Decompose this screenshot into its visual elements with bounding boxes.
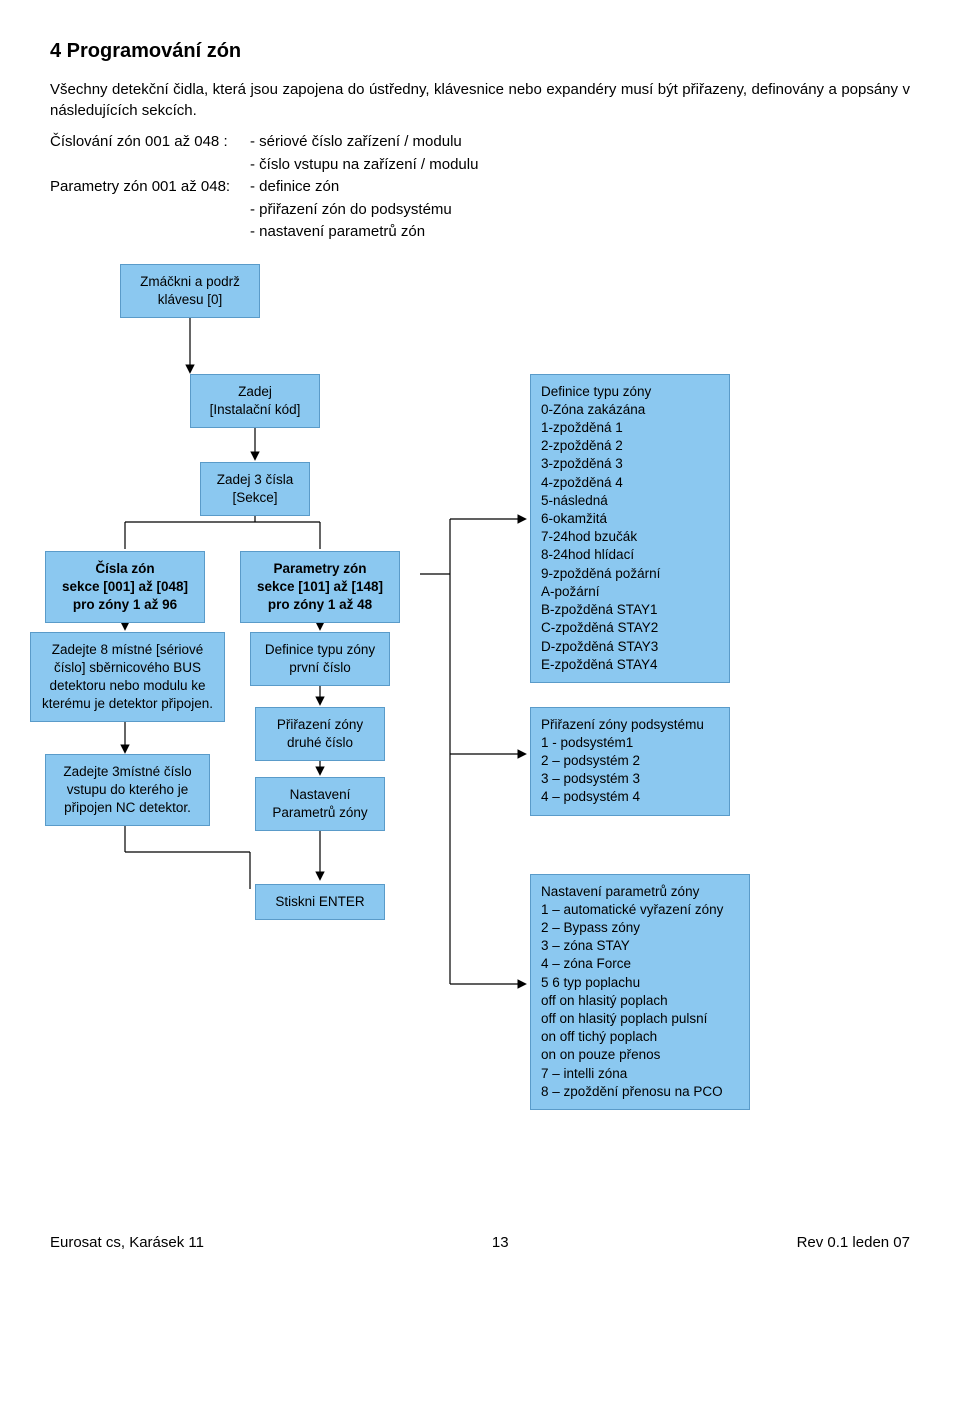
box-hold-key: Zmáčkni a podrž klávesu [0] — [120, 264, 260, 318]
box-section-3: Zadej 3 čísla [Sekce] — [200, 462, 310, 516]
flowchart-arrows — [30, 264, 890, 1214]
param-definitions: Číslování zón 001 až 048 : - sériové čís… — [50, 131, 910, 244]
flowchart: Zmáčkni a podrž klávesu [0] Zadej [Insta… — [30, 264, 890, 1214]
box-subsystem-assign: Přiřazení zóny podsystému 1 - podsystém1… — [530, 707, 730, 816]
section-title: 4 Programování zón — [50, 40, 910, 63]
param-value: - definice zón — [250, 176, 452, 199]
box-press-enter: Stiskni ENTER — [255, 884, 385, 920]
param-label-2: Parametry zón 001 až 048: — [50, 176, 250, 244]
box-assign-zone: Přiřazení zóny druhé číslo — [255, 707, 385, 761]
box-set-params: Nastavení Parametrů zóny — [255, 777, 385, 831]
box-zone-numbers: Čísla zón sekce [001] až [048] pro zóny … — [45, 551, 205, 624]
param-value: - číslo vstupu na zařízení / modulu — [250, 154, 478, 177]
box-zone-settings: Nastavení parametrů zóny 1 – automatické… — [530, 874, 750, 1111]
box-def-type: Definice typu zóny první číslo — [250, 632, 390, 686]
box-install-code: Zadej [Instalační kód] — [190, 374, 320, 428]
page-footer: Eurosat cs, Karásek 11 13 Rev 0.1 leden … — [50, 1234, 910, 1251]
box-type-definitions: Definice typu zóny 0-Zóna zakázána 1-zpo… — [530, 374, 730, 684]
intro-paragraph: Všechny detekční čidla, která jsou zapoj… — [50, 79, 910, 121]
box-input-3: Zadejte 3místné číslo vstupu do kterého … — [45, 754, 210, 827]
param-label-1: Číslování zón 001 až 048 : — [50, 131, 250, 176]
box-serial-8: Zadejte 8 místné [sériové číslo] sběrnic… — [30, 632, 225, 723]
footer-center: 13 — [492, 1234, 509, 1251]
box-zone-params: Parametry zón sekce [101] až [148] pro z… — [240, 551, 400, 624]
param-value: - přiřazení zón do podsystému — [250, 199, 452, 222]
param-value: - sériové číslo zařízení / modulu — [250, 131, 478, 154]
footer-left: Eurosat cs, Karásek 11 — [50, 1234, 204, 1251]
footer-right: Rev 0.1 leden 07 — [797, 1234, 910, 1251]
param-value: - nastavení parametrů zón — [250, 221, 452, 244]
